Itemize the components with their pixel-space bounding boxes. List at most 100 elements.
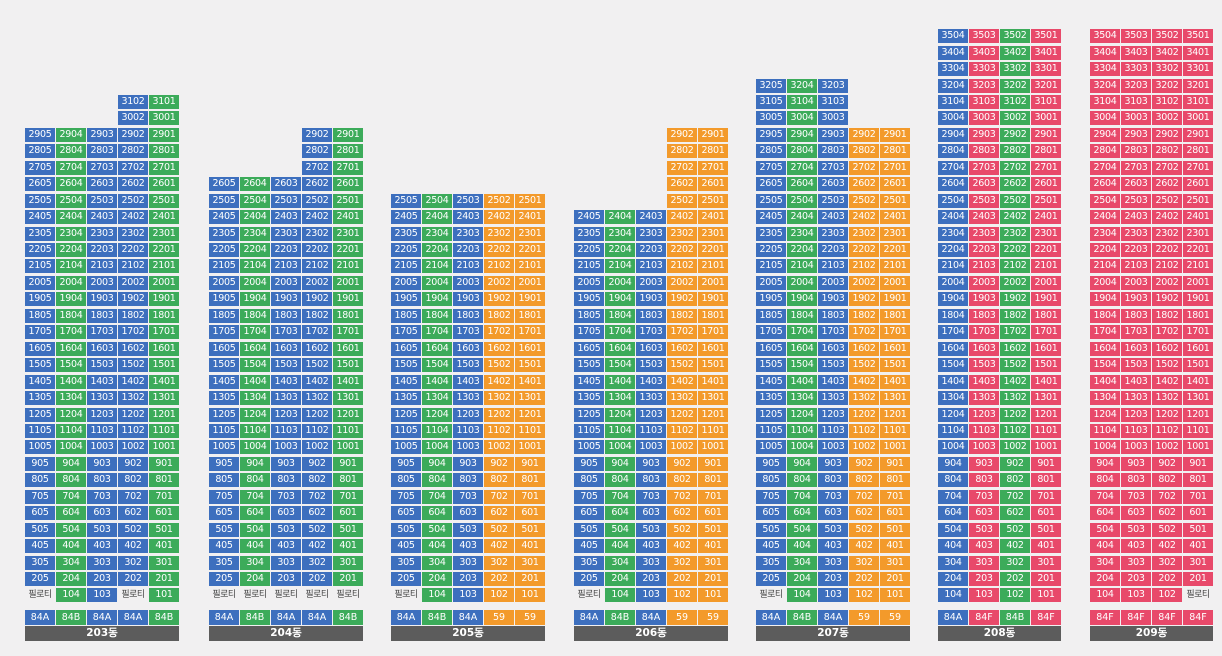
unit-cell: 1301 — [698, 391, 728, 405]
unit-cell: 1603 — [818, 342, 848, 356]
unit-cell: 1501 — [880, 358, 910, 372]
unit-cell: 604 — [938, 506, 968, 520]
unit-cell: 2702 — [849, 161, 879, 175]
unit-cell: 2905 — [25, 128, 55, 142]
unit-cell: 3302 — [1152, 62, 1182, 76]
unit-cell: 2704 — [938, 161, 968, 175]
unit-cell: 601 — [1031, 506, 1061, 520]
unit-cell: 2605 — [25, 177, 55, 191]
unit-cell: 2303 — [1121, 227, 1151, 241]
unit-cell: 901 — [515, 457, 545, 471]
unit-cell: 1905 — [756, 292, 786, 306]
unit-cell: 2703 — [818, 161, 848, 175]
unit-cell: 605 — [391, 506, 421, 520]
unit-cell: 2601 — [698, 177, 728, 191]
unit-cell: 402 — [849, 539, 879, 553]
unit-cell: 1604 — [56, 342, 86, 356]
unit-cell: 2203 — [818, 243, 848, 257]
unit-cell: 101 — [515, 588, 545, 602]
unit-cell: 2405 — [574, 210, 604, 224]
unit-cell: 2901 — [149, 128, 179, 142]
unit-cell: 1403 — [453, 375, 483, 389]
unit-cell: 2501 — [333, 194, 363, 208]
unit-cell: 2502 — [1152, 194, 1182, 208]
unit-cell: 104 — [56, 588, 86, 602]
unit-cell: 803 — [818, 473, 848, 487]
unit-cell: 1403 — [818, 375, 848, 389]
unit-cell: 1602 — [1152, 342, 1182, 356]
unit-cell: 1601 — [333, 342, 363, 356]
unit-type-badge: 84A — [271, 610, 301, 625]
unit-cell: 1505 — [574, 358, 604, 372]
unit-cell: 805 — [756, 473, 786, 487]
unit-cell: 2002 — [849, 276, 879, 290]
unit-cell: 1003 — [636, 440, 666, 454]
unit-cell: 1301 — [333, 391, 363, 405]
unit-cell: 304 — [1090, 556, 1120, 570]
unit-cell: 102 — [484, 588, 514, 602]
unit-cell: 1502 — [302, 358, 332, 372]
unit-cell: 1703 — [1121, 325, 1151, 339]
unit-cell: 401 — [1183, 539, 1213, 553]
unit-cell: 1903 — [271, 292, 301, 306]
unit-cell: 2305 — [209, 227, 239, 241]
unit-cell: 1001 — [1183, 440, 1213, 454]
unit-cell: 604 — [56, 506, 86, 520]
unit-cell: 2105 — [25, 259, 55, 273]
unit-cell: 703 — [453, 490, 483, 504]
unit-type-badge: 84A — [938, 610, 968, 625]
unit-cell: 602 — [1152, 506, 1182, 520]
unit-cell: 2904 — [938, 128, 968, 142]
unit-cell: 2204 — [56, 243, 86, 257]
unit-cell: 901 — [1031, 457, 1061, 471]
unit-cell: 2305 — [25, 227, 55, 241]
unit-cell: 3104 — [787, 95, 817, 109]
unit-cell: 405 — [574, 539, 604, 553]
unit-cell: 501 — [698, 523, 728, 537]
unit-cell: 704 — [938, 490, 968, 504]
unit-cell: 1602 — [667, 342, 697, 356]
unit-cell: 603 — [453, 506, 483, 520]
unit-cell: 2201 — [515, 243, 545, 257]
unit-cell: 205 — [209, 572, 239, 586]
unit-cell: 505 — [756, 523, 786, 537]
unit-type-badge: 84A — [87, 610, 117, 625]
unit-cell: 2102 — [667, 259, 697, 273]
unit-cell: 1403 — [271, 375, 301, 389]
unit-cell: 404 — [240, 539, 270, 553]
unit-cell: 104 — [1090, 588, 1120, 602]
unit-cell: 1305 — [209, 391, 239, 405]
unit-cell: 803 — [271, 473, 301, 487]
unit-cell: 2302 — [667, 227, 697, 241]
unit-cell: 801 — [1031, 473, 1061, 487]
unit-cell: 1405 — [756, 375, 786, 389]
unit-cell: 1302 — [302, 391, 332, 405]
unit-cell: 705 — [209, 490, 239, 504]
unit-cell: 501 — [149, 523, 179, 537]
unit-cell: 2005 — [25, 276, 55, 290]
unit-cell: 403 — [271, 539, 301, 553]
unit-cell: 3404 — [938, 46, 968, 60]
unit-cell: 1004 — [787, 440, 817, 454]
unit-cell: 1003 — [453, 440, 483, 454]
unit-cell: 803 — [636, 473, 666, 487]
unit-cell: 904 — [240, 457, 270, 471]
unit-cell: 501 — [1031, 523, 1061, 537]
unit-cell: 305 — [209, 556, 239, 570]
unit-cell: 1202 — [484, 408, 514, 422]
unit-cell: 2603 — [271, 177, 301, 191]
unit-cell: 1004 — [56, 440, 86, 454]
unit-cell: 2805 — [25, 144, 55, 158]
unit-cell: 1302 — [118, 391, 148, 405]
unit-cell: 2002 — [1000, 276, 1030, 290]
unit-cell: 2905 — [756, 128, 786, 142]
unit-cell: 2902 — [849, 128, 879, 142]
unit-cell: 2304 — [240, 227, 270, 241]
unit-cell: 101 — [1031, 588, 1061, 602]
unit-cell: 2402 — [484, 210, 514, 224]
unit-cell: 903 — [969, 457, 999, 471]
unit-cell: 2101 — [149, 259, 179, 273]
unit-cell: 2402 — [849, 210, 879, 224]
unit-cell: 1602 — [484, 342, 514, 356]
unit-type-badge: 84A — [118, 610, 148, 625]
